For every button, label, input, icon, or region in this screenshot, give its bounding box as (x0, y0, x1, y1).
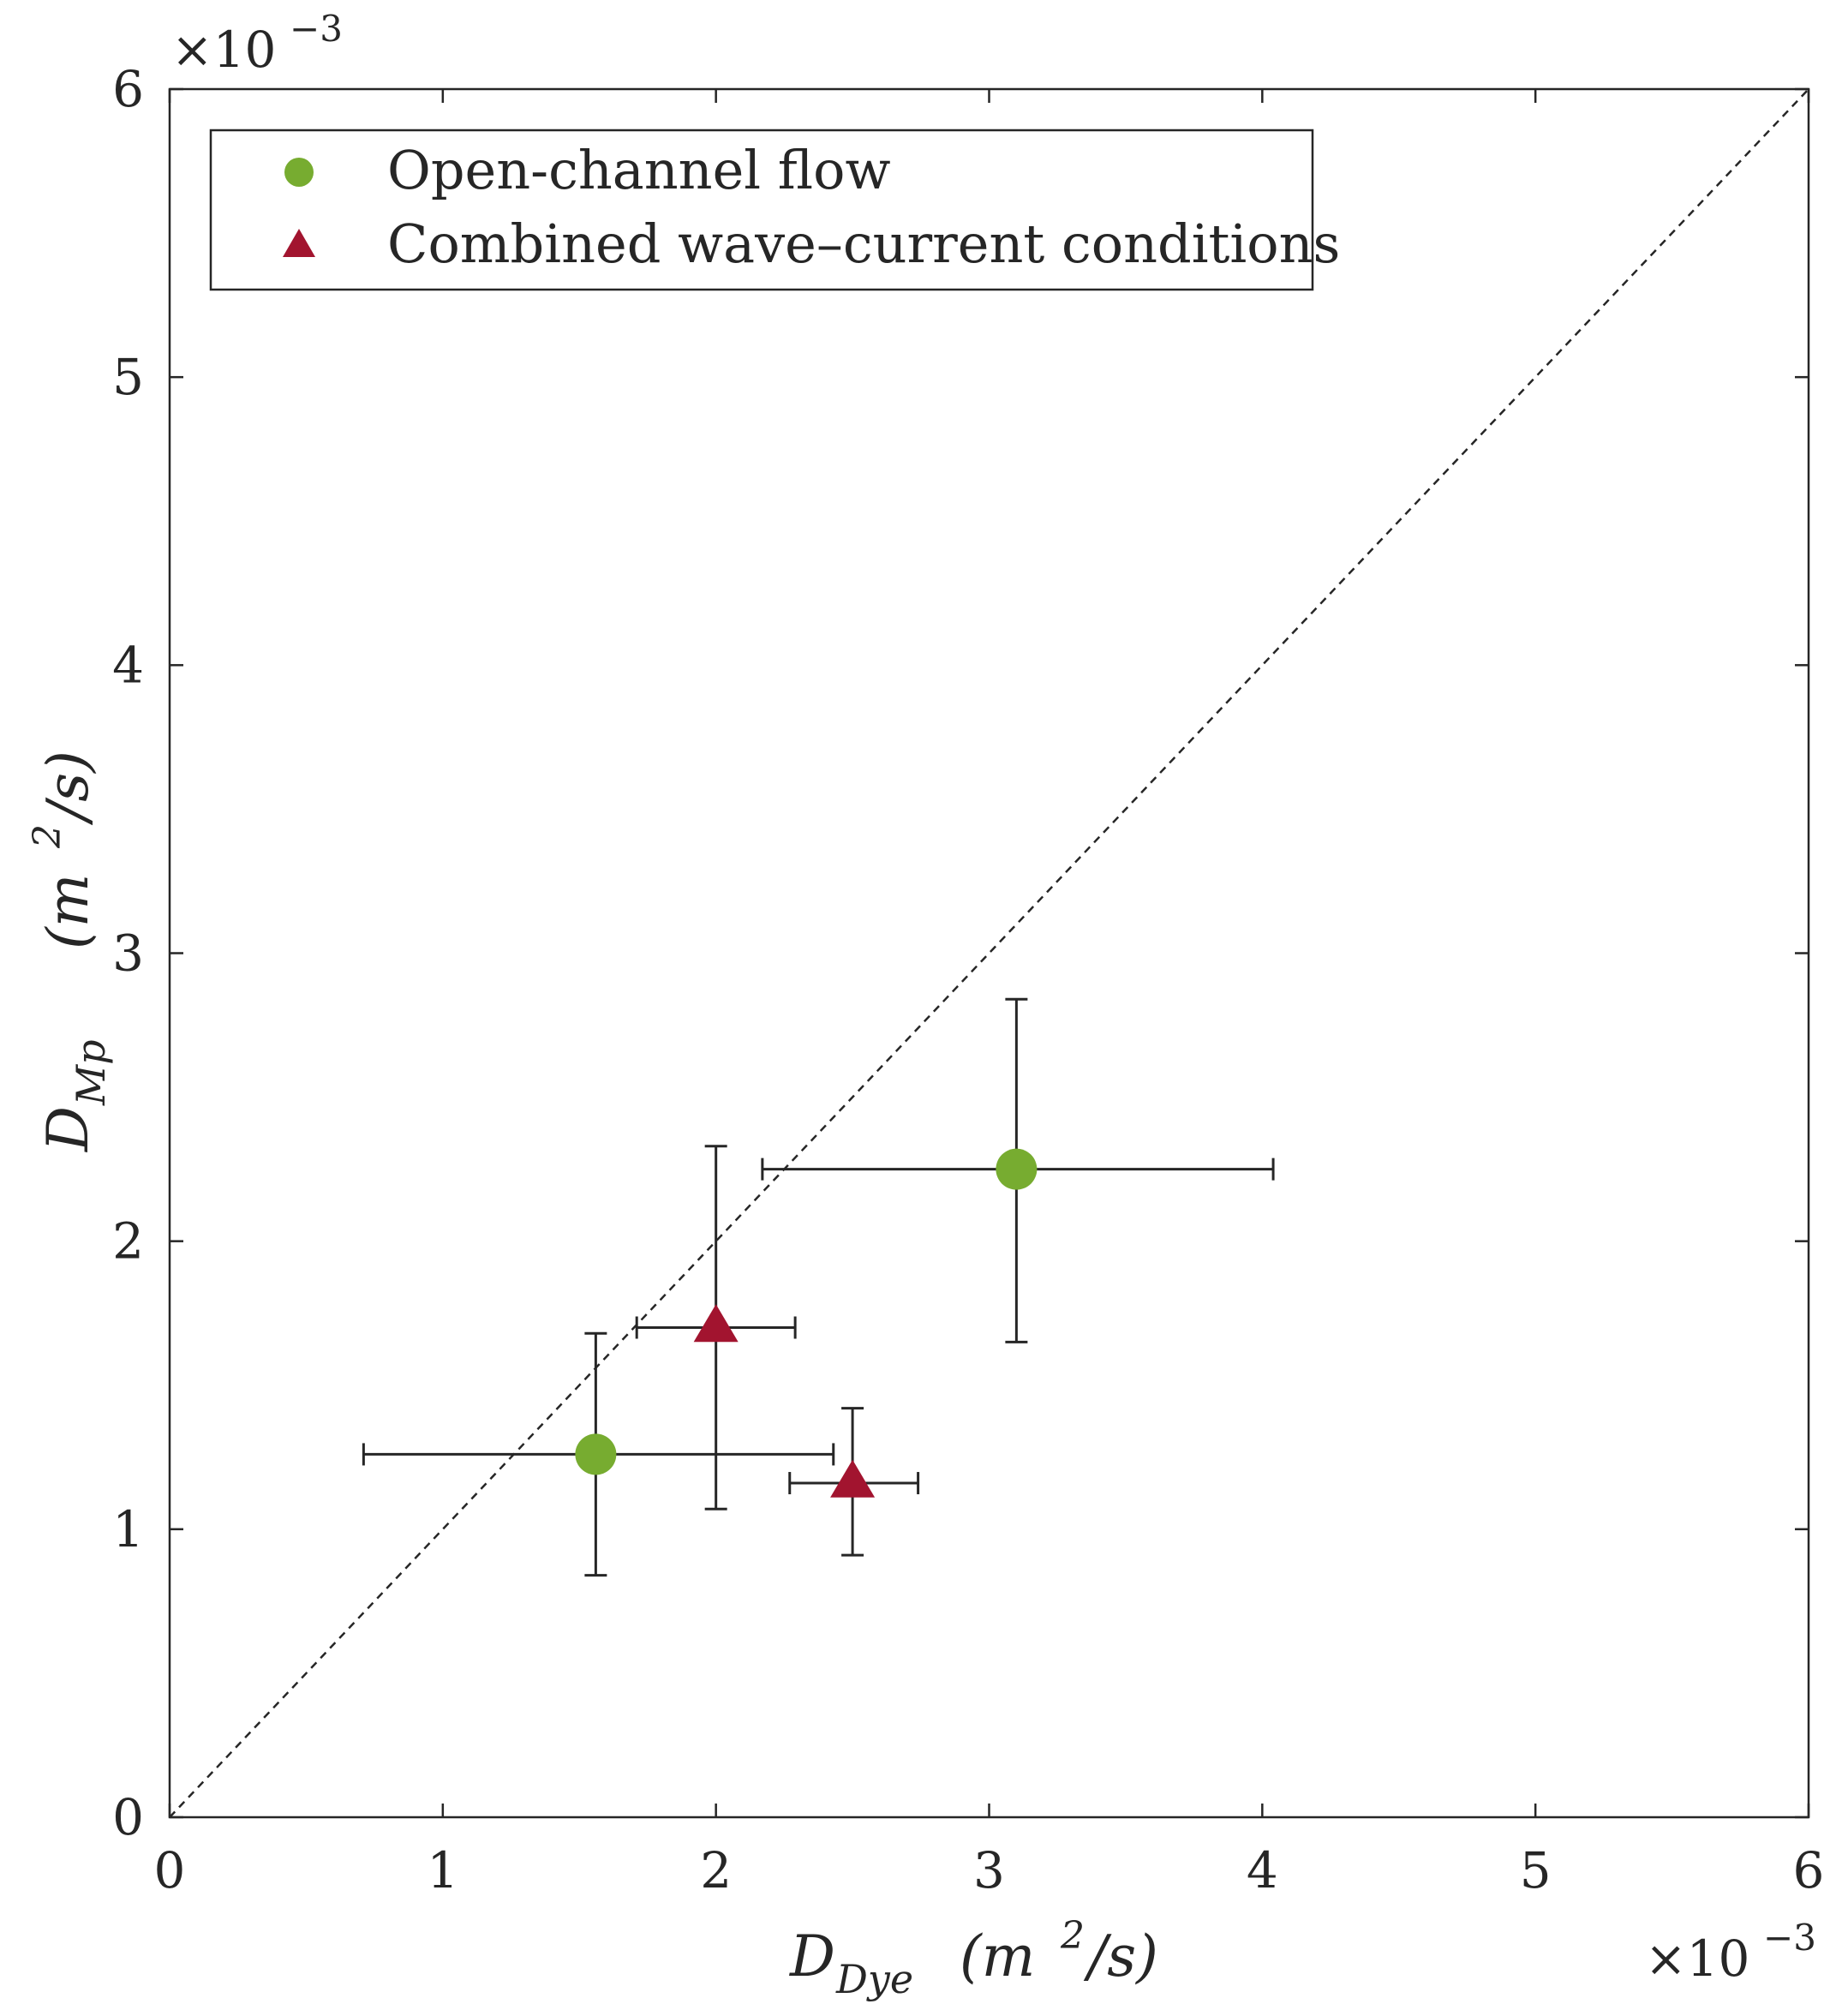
y-axis-label-unit-power: 2 (26, 824, 69, 849)
x-axis-label-symbol: D (789, 1923, 835, 1989)
x-axis-label-unit-power: 2 (1060, 1914, 1085, 1958)
y-axis-label-unit-prefix: (m (35, 874, 101, 949)
legend-marker-open-channel (284, 158, 314, 187)
y-axis-label-symbol: D (35, 1106, 101, 1152)
x-tick-label: 0 (154, 1841, 186, 1899)
tick-layer: 0 1 2 3 4 5 6 0 1 2 3 4 5 6 (112, 60, 1824, 1899)
y-tick-label: 2 (112, 1212, 144, 1271)
data-point-combined (830, 1459, 876, 1498)
data-point-open-channel (575, 1433, 617, 1475)
x-exponent-power: −3 (1763, 1917, 1816, 1959)
legend-box (209, 129, 1314, 291)
x-axis-label-subscript: Dye (835, 1956, 913, 2002)
x-exponent-base: ×10 (1645, 1929, 1749, 1988)
x-tick-label: 1 (427, 1841, 458, 1899)
data-point-open-channel (996, 1148, 1038, 1190)
x-axis-label-unit-suffix: /s) (1083, 1923, 1158, 1989)
x-tick-label: 3 (973, 1841, 1005, 1899)
marker-layer (575, 1148, 1038, 1498)
x-tick-label: 4 (1247, 1841, 1278, 1899)
x-axis-label: D Dye (m 2 /s) (789, 1914, 1158, 2002)
y-exponent: ×10 −3 (171, 8, 343, 79)
legend-label-open-channel: Open-channel flow (387, 139, 891, 201)
legend-marker-combined (283, 229, 315, 257)
y-axis-label-unit-suffix: /s) (35, 751, 101, 826)
plot-area (170, 89, 1809, 1817)
y-exponent-base: ×10 (171, 21, 276, 79)
y-tick-label: 4 (112, 636, 144, 694)
y-tick-label: 6 (112, 60, 144, 118)
x-tick-label: 5 (1520, 1841, 1552, 1899)
y-axis-label: D Mp (m 2 /s) (26, 751, 114, 1152)
x-tick-label: 6 (1793, 1841, 1825, 1899)
y-tick-label: 5 (112, 348, 144, 406)
data-point-combined (693, 1304, 739, 1343)
x-axis-label-unit-prefix: (m (960, 1923, 1035, 1989)
legend-label-combined: Combined wave–current conditions (387, 212, 1340, 275)
x-exponent: ×10 −3 (1645, 1917, 1816, 1988)
x-tick-label: 2 (700, 1841, 732, 1899)
y-exponent-power: −3 (290, 8, 343, 50)
y-axis-label-subscript: Mp (68, 1039, 114, 1106)
y-tick-label: 0 (112, 1788, 144, 1846)
legend: Open-channel flow Combined wave–current … (209, 129, 1340, 291)
y-tick-label: 1 (112, 1500, 144, 1558)
y-tick-label: 3 (112, 924, 144, 983)
